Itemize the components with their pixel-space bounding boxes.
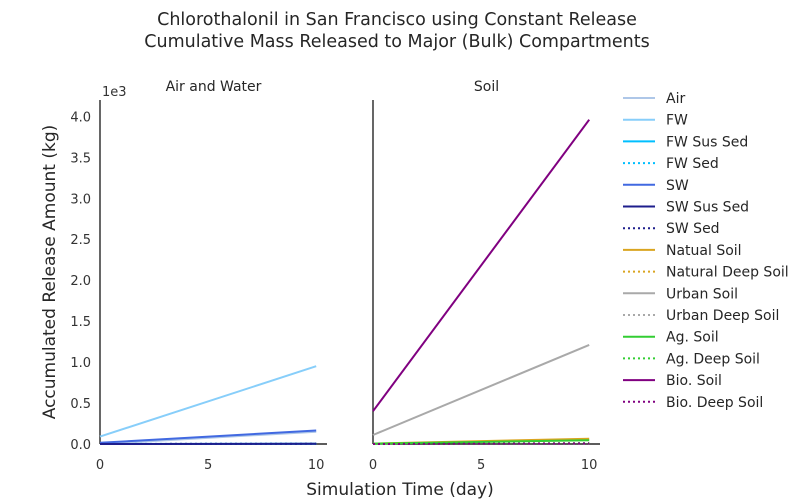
legend-label: Bio. Soil: [666, 373, 722, 389]
legend-label: Bio. Deep Soil: [666, 395, 763, 411]
legend-label: SW Sed: [666, 221, 720, 237]
legend-label: FW Sed: [666, 156, 719, 172]
figure-title-line1: Chlorothalonil in San Francisco using Co…: [157, 10, 637, 30]
y-tick-label: 4.0: [70, 110, 91, 125]
x-tick-label: 10: [308, 458, 325, 473]
legend-label: FW Sus Sed: [666, 134, 748, 150]
y-tick-label: 1.0: [70, 356, 91, 371]
legend-label: SW: [666, 178, 689, 194]
legend: Air FW FW Sus Sed FW Sed SW SW Sus Sed SW Sed N…: [623, 91, 789, 411]
y-tick-label: 0.0: [70, 438, 91, 453]
y-axis-label: Accumulated Release Amount (kg): [40, 125, 60, 420]
series-line-sw: [99, 429, 317, 444]
panel-air-and-water: Air and Water 0 5 10 0.0 0.5 1.0 1.5 2.0 2.5 3.0 3.…: [70, 79, 327, 473]
x-tick-label: 5: [477, 458, 485, 473]
series-line-fw: [99, 365, 317, 438]
y-tick-label: 0.5: [70, 397, 91, 412]
y-tick-label: 3.0: [70, 192, 91, 207]
series-line-urban-soil: [372, 343, 590, 436]
x-tick-label: 0: [369, 458, 377, 473]
series-line-air: [99, 430, 317, 445]
panel-soil: Soil 0 5 10: [369, 79, 600, 473]
series-line-bio-deep-soil: [372, 442, 590, 445]
series-line-bio-soil: [372, 119, 591, 412]
legend-label: FW: [666, 113, 688, 129]
y-tick-label: 2.0: [70, 274, 91, 289]
legend-label: Air: [666, 91, 685, 107]
panel-title: Air and Water: [166, 79, 262, 95]
x-tick-label: 5: [204, 458, 212, 473]
panel-title: Soil: [474, 79, 499, 95]
legend-label: Natural Deep Soil: [666, 265, 789, 281]
legend-label: Natual Soil: [666, 243, 742, 259]
x-axis-label: Simulation Time (day): [306, 480, 494, 500]
legend-label: Ag. Deep Soil: [666, 351, 760, 367]
legend-label: Urban Soil: [666, 286, 738, 302]
x-tick-label: 10: [581, 458, 598, 473]
y-tick-label: 3.5: [70, 151, 91, 166]
x-tick-label: 0: [96, 458, 104, 473]
legend-label: Ag. Soil: [666, 330, 719, 346]
figure-title-line2: Cumulative Mass Released to Major (Bulk)…: [144, 32, 649, 52]
legend-label: Urban Deep Soil: [666, 308, 779, 324]
y-axis-multiplier: 1e3: [102, 85, 127, 100]
y-tick-label: 2.5: [70, 233, 91, 248]
y-tick-label: 1.5: [70, 315, 91, 330]
legend-label: SW Sus Sed: [666, 200, 749, 216]
